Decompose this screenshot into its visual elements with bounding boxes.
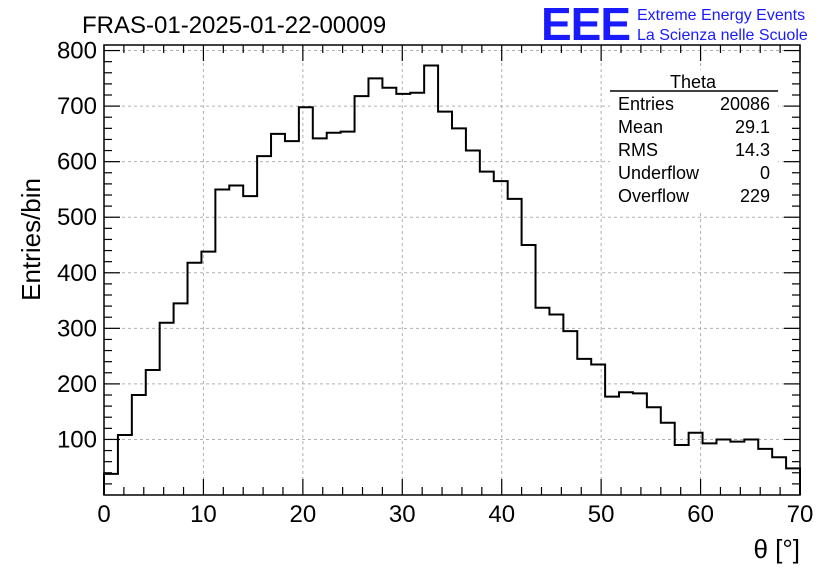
stats-row-value: 29.1 [735, 117, 770, 137]
y-tick-label: 400 [57, 260, 97, 287]
y-tick-label: 700 [57, 93, 97, 120]
stats-row-label: RMS [618, 140, 658, 160]
stats-row-value: 229 [740, 186, 770, 206]
x-tick-label: 60 [687, 501, 714, 528]
plot-frame [103, 44, 801, 496]
stats-row-label: Mean [618, 117, 663, 137]
y-tick-label: 500 [57, 204, 97, 231]
y-tick-label: 600 [57, 149, 97, 176]
logo-mark: EEE [541, 0, 630, 50]
y-tick-label: 100 [57, 426, 97, 453]
x-tick-label: 10 [190, 501, 217, 528]
eee-logo: EEE Extreme Energy Events La Scienza nel… [541, 0, 808, 50]
stats-row-value: 14.3 [735, 140, 770, 160]
stats-row-label: Underflow [618, 163, 700, 183]
y-tick-label: 800 [57, 38, 97, 65]
x-axis-label: θ [°] [753, 534, 800, 564]
stats-row-label: Overflow [618, 186, 690, 206]
y-tick-labels: 100 200 300 400 500 600 700 800 [57, 38, 97, 454]
x-tick-label: 0 [97, 501, 110, 528]
stats-box-background [610, 70, 778, 210]
stats-box: Theta Entries 20086 Mean 29.1 RMS 14.3 Underfl… [610, 70, 778, 210]
chart-title: FRAS-01-2025-01-22-00009 [82, 12, 386, 39]
stats-row-value: 0 [760, 163, 770, 183]
logo-line-2: La Scienza nelle Scuole [637, 27, 808, 44]
axis-ticks [103, 45, 801, 495]
stats-box-title: Theta [670, 72, 717, 92]
x-tick-labels: 0 10 20 30 40 50 60 70 [97, 501, 813, 528]
stats-rows: Entries 20086 Mean 29.1 RMS 14.3 Underflow 0 Ove… [618, 94, 770, 206]
histogram-step-line [103, 64, 801, 495]
x-tick-label: 40 [488, 501, 515, 528]
stats-row-label: Entries [618, 94, 674, 114]
stats-row-value: 20086 [720, 94, 770, 114]
x-tick-label: 50 [588, 501, 615, 528]
logo-line-1: Extreme Energy Events [637, 7, 805, 24]
y-tick-label: 300 [57, 315, 97, 342]
y-axis-label: Entries/bin [16, 178, 46, 301]
x-tick-label: 70 [787, 501, 814, 528]
x-tick-label: 30 [389, 501, 416, 528]
y-tick-label: 200 [57, 371, 97, 398]
x-tick-label: 20 [290, 501, 317, 528]
